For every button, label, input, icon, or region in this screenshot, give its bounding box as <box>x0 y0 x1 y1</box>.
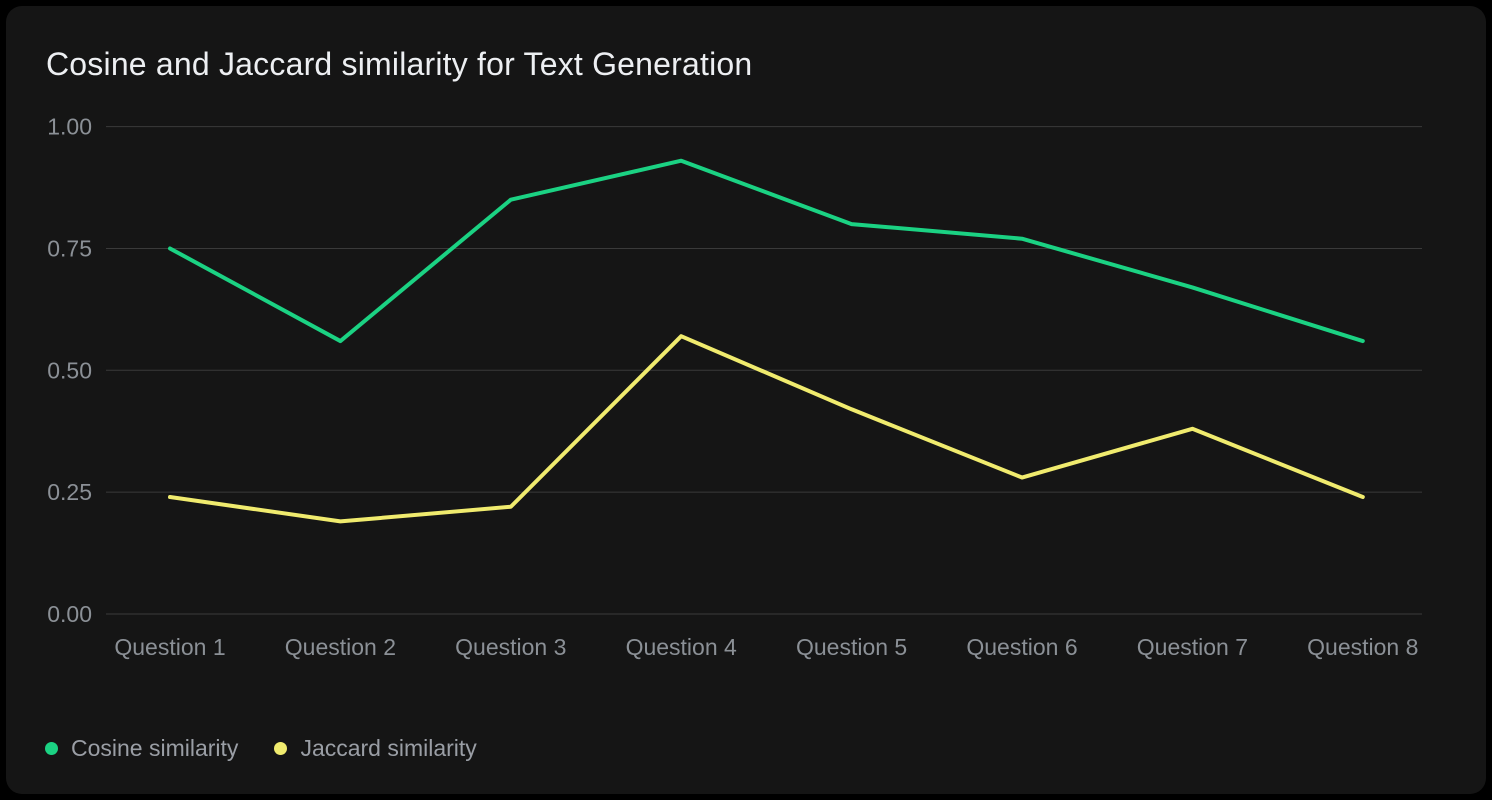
chart-card: 0.00 0.25 0.50 0.75 1.00 Question 1 Question 2… <box>6 6 1486 794</box>
y-tick-label-0.00: 0.00 <box>47 601 92 627</box>
legend-label: Jaccard similarity <box>300 735 477 761</box>
legend-item-cosine-similarity[interactable]: Cosine similarity <box>45 735 238 762</box>
x-tick-label-question-4: Question 4 <box>626 634 737 660</box>
x-tick-label-question-2: Question 2 <box>285 634 396 660</box>
x-tick-label-question-8: Question 8 <box>1307 634 1418 660</box>
x-tick-label-question-5: Question 5 <box>796 634 907 660</box>
legend-label: Cosine similarity <box>71 735 239 761</box>
y-tick-label-0.25: 0.25 <box>47 479 92 505</box>
chart-legend: Cosine similarity Jaccard similarity <box>45 735 477 762</box>
y-tick-label-0.50: 0.50 <box>47 357 92 383</box>
line-chart-canvas: 0.00 0.25 0.50 0.75 1.00 Question 1 Question 2… <box>47 114 1422 660</box>
x-tick-label-question-6: Question 6 <box>966 634 1077 660</box>
legend-dot-icon <box>274 742 288 755</box>
legend-item-jaccard-similarity[interactable]: Jaccard similarity <box>274 735 477 762</box>
series-line-cosine-similarity <box>168 158 1365 344</box>
y-tick-label-0.75: 0.75 <box>47 235 92 261</box>
x-tick-label-question-3: Question 3 <box>455 634 566 660</box>
x-tick-label-question-7: Question 7 <box>1137 634 1248 660</box>
chart-title: Cosine and Jaccard similarity for Text G… <box>46 46 753 82</box>
y-tick-label-1.00: 1.00 <box>47 114 92 140</box>
legend-dot-icon <box>45 742 58 755</box>
series-line-jaccard-similarity <box>168 334 1365 524</box>
x-tick-label-question-1: Question 1 <box>114 634 225 660</box>
